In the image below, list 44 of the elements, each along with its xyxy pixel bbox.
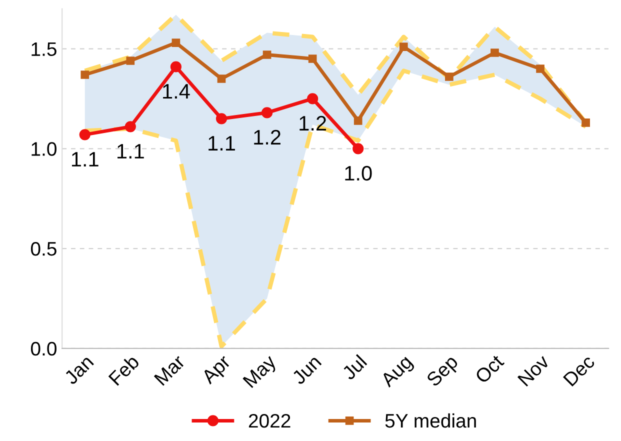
point <box>217 74 226 83</box>
point <box>582 118 590 127</box>
x-tick-label: Jul <box>340 354 368 381</box>
point <box>216 113 228 124</box>
point <box>124 121 136 132</box>
point <box>172 38 180 47</box>
data-label: 1.1 <box>208 136 235 150</box>
point <box>80 70 90 79</box>
point <box>126 56 135 65</box>
data-label: 1.0 <box>345 166 372 181</box>
x-tick-label: Nov <box>517 354 550 387</box>
x-tick-label: Mar <box>154 354 186 386</box>
x-tick-label: Sep <box>426 354 462 390</box>
y-tick-label: 0.5 <box>30 242 56 256</box>
point <box>79 129 90 140</box>
data-label: 1.2 <box>254 130 280 144</box>
legend-label: 5Y median <box>385 413 476 428</box>
data-label: 1.1 <box>72 152 98 166</box>
x-tick-label: May <box>242 354 280 391</box>
x-tick-label: Oct <box>474 354 505 384</box>
x-tick-label: Apr <box>200 354 234 388</box>
data-label: 1.1 <box>118 144 144 158</box>
point <box>536 64 544 73</box>
y-tick-label: 1.5 <box>32 42 56 56</box>
x-tick-label: Feb <box>108 354 140 386</box>
x-tick-label: Jan <box>63 354 94 386</box>
legend-label: 2022 <box>248 414 290 428</box>
point <box>262 50 272 59</box>
point <box>354 116 362 125</box>
point <box>170 61 182 72</box>
point <box>261 107 273 118</box>
point <box>352 143 364 154</box>
x-tick-label: Jun <box>291 354 322 386</box>
data-label: 1.2 <box>300 116 326 130</box>
point <box>307 93 318 104</box>
point <box>445 72 454 81</box>
data-label: 1.4 <box>163 84 190 99</box>
y-tick-label: 0.0 <box>30 342 56 356</box>
point <box>399 42 408 51</box>
point <box>490 48 499 57</box>
point <box>308 54 317 63</box>
y-tick-label: 1.0 <box>32 142 56 156</box>
x-tick-label: Aug <box>380 354 416 391</box>
x-tick-label: Dec <box>562 354 596 387</box>
